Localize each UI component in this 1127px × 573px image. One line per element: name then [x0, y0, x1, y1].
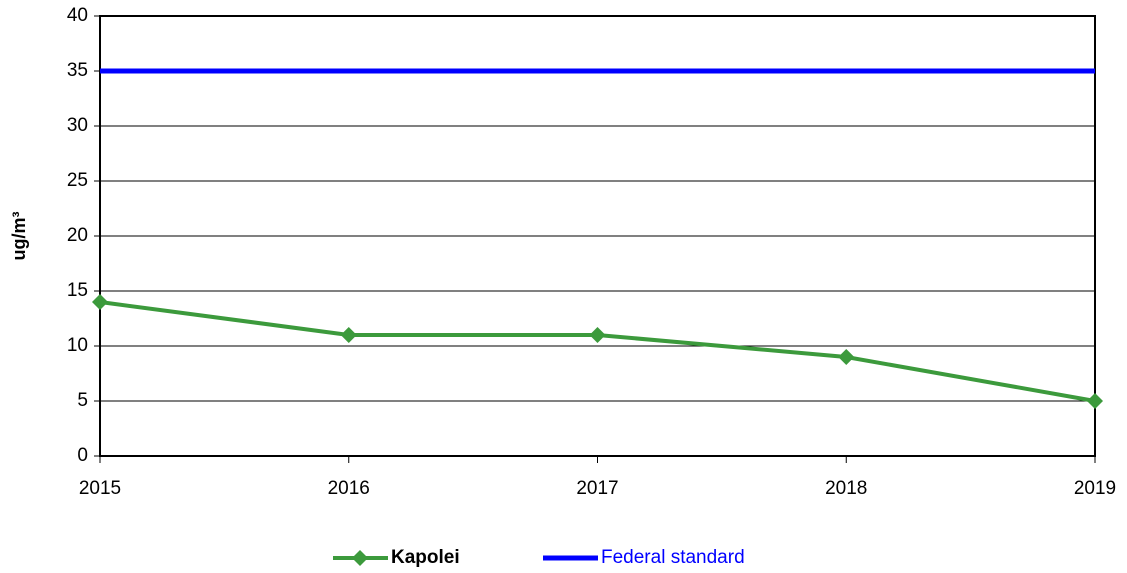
x-tick-label: 2015: [79, 478, 121, 499]
data-point: [1087, 393, 1103, 409]
legend-marker: [352, 550, 368, 566]
y-tick-label: 30: [67, 115, 88, 136]
y-axis-label: ug/m³: [9, 212, 29, 261]
y-tick-label: 5: [77, 390, 88, 411]
data-point: [838, 349, 855, 365]
legend-label: Federal standard: [601, 547, 745, 568]
x-tick-label: 2017: [576, 478, 618, 499]
y-tick-label: 0: [77, 445, 88, 466]
y-tick-label: 40: [67, 5, 88, 26]
series-line: [99, 300, 1096, 403]
y-tick-label: 15: [67, 280, 88, 301]
y-tick-label: 25: [67, 170, 88, 191]
data-point: [340, 327, 357, 343]
y-tick-label: 10: [67, 335, 88, 356]
x-tick-label: 2018: [825, 478, 867, 499]
plot-border: [99, 15, 1096, 457]
y-tick-label: 20: [67, 225, 88, 246]
data-point: [589, 327, 606, 343]
legend-label: Kapolei: [391, 547, 460, 568]
x-tick-label: 2016: [328, 478, 370, 499]
x-tick-label: 2019: [1074, 478, 1116, 499]
y-tick-label: 35: [67, 60, 88, 81]
data-point: [92, 294, 108, 310]
